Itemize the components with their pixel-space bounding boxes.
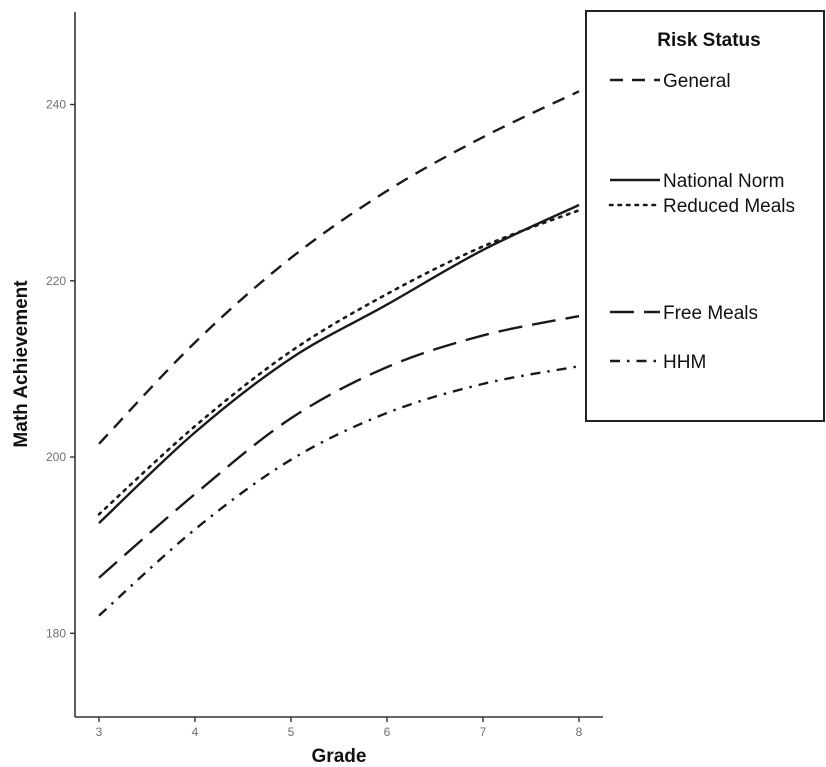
legend-items: General National Norm Reduced Meals Free Me… (608, 71, 795, 373)
x-tick-label: 7 (480, 725, 487, 739)
axes (74, 12, 603, 718)
legend-box (585, 10, 825, 422)
legend-label-national-norm: National Norm (663, 171, 784, 192)
legend: Risk Status General National Norm Reduced … (585, 10, 825, 422)
y-tick-label: 200 (46, 450, 66, 464)
legend-label-hhm: HHM (663, 352, 706, 373)
x-tick-label: 8 (576, 725, 583, 739)
series-line-general (98, 90, 580, 445)
x-axis-title: Grade (312, 746, 367, 767)
legend-title: Risk Status (657, 30, 760, 51)
y-tick-label: 180 (46, 626, 66, 640)
y-tick-label: 240 (46, 98, 66, 112)
x-tick-label: 6 (384, 725, 391, 739)
x-tick-label: 4 (192, 725, 199, 739)
series-lines (97, 90, 581, 617)
y-axis-title: Math Achievement (11, 280, 32, 448)
x-tick-label: 3 (96, 725, 103, 739)
y-tick-label: 220 (46, 274, 66, 288)
y-ticks: 180 200 220 240 (46, 98, 75, 640)
series-line-national-norm (98, 203, 580, 525)
series-line-reduced-meals (97, 208, 581, 516)
series-line-hhm (98, 365, 580, 617)
x-tick-label: 5 (288, 725, 295, 739)
legend-label-free-meals: Free Meals (663, 303, 758, 324)
x-ticks: 3 4 5 6 7 8 (96, 717, 583, 739)
series-line-free-meals (98, 314, 580, 579)
legend-label-reduced-meals: Reduced Meals (663, 196, 795, 217)
legend-label-general: General (663, 71, 731, 92)
